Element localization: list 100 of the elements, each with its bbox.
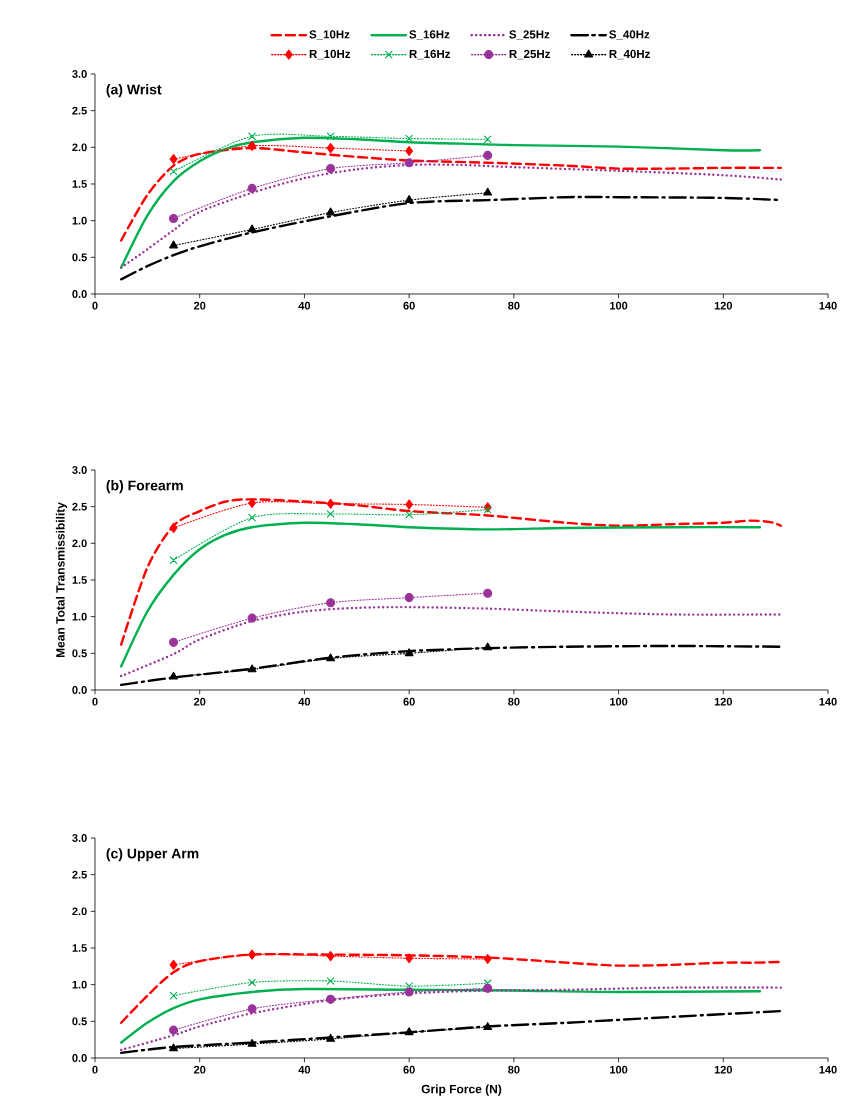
point	[405, 145, 414, 157]
point	[247, 183, 257, 193]
point	[169, 154, 178, 165]
point	[483, 588, 493, 598]
y-tick-label: 0.0	[72, 290, 87, 298]
y-tick-label: 2.5	[72, 502, 87, 511]
line-series	[119, 987, 762, 1044]
point	[483, 983, 493, 993]
x-tick-label: 80	[508, 697, 520, 706]
y-tick-label: 0.5	[72, 253, 87, 262]
x-tick-label: 140	[819, 1065, 837, 1074]
x-tick-label: 20	[193, 1065, 206, 1074]
x-tick-label: 0	[92, 301, 98, 310]
line-series	[119, 497, 783, 646]
point	[326, 143, 335, 154]
point	[405, 511, 413, 519]
x-tick-label: 140	[819, 301, 837, 310]
point	[169, 240, 178, 249]
y-tick-label: 2.5	[72, 870, 87, 879]
y-tick-label: 3.0	[72, 70, 87, 78]
legend-label: R_10Hz	[309, 49, 351, 60]
legend-label: S_16Hz	[409, 30, 450, 40]
y-tick-label: 0.0	[72, 1054, 87, 1062]
line-series	[119, 136, 762, 269]
point	[483, 953, 492, 965]
y-tick-label: 2.0	[72, 539, 87, 548]
point	[168, 1025, 179, 1035]
y-tick-label: 1.5	[72, 944, 87, 952]
text: (b) Forearm	[106, 480, 183, 494]
point	[247, 1004, 257, 1014]
point	[168, 637, 179, 647]
point	[405, 134, 413, 143]
y-tick-label: 1.5	[72, 576, 87, 584]
x-tick-label: 80	[508, 1065, 520, 1074]
x-tick-label: 100	[610, 1065, 628, 1074]
point	[247, 1039, 257, 1047]
point	[326, 1033, 336, 1042]
point	[326, 653, 336, 662]
y-tick-label: 1.0	[72, 612, 87, 621]
x-tick-label: 100	[610, 301, 628, 310]
point	[169, 556, 178, 564]
point	[169, 959, 178, 970]
point	[326, 951, 335, 962]
point	[404, 158, 414, 168]
x-tick-label: 20	[193, 697, 206, 706]
x-tick-label: 40	[298, 697, 311, 706]
point	[169, 522, 178, 533]
x-tick-label: 140	[819, 697, 837, 706]
point	[247, 664, 257, 673]
y-tick-label: 3.0	[72, 834, 87, 842]
point	[405, 953, 414, 964]
point	[169, 991, 178, 1000]
x-tick-label: 100	[610, 697, 628, 706]
point	[404, 987, 414, 997]
y-tick-label: 1.5	[72, 180, 87, 188]
point	[248, 132, 256, 141]
point	[169, 1043, 178, 1052]
y-tick-label: 1.0	[72, 980, 87, 989]
point	[326, 598, 336, 608]
point	[483, 1022, 493, 1030]
x-tick-label: 0	[92, 697, 98, 706]
point	[248, 140, 256, 151]
legend-label: R_25Hz	[509, 49, 551, 60]
x-tick-label: 120	[714, 1065, 733, 1074]
x-tick-label: 60	[403, 697, 415, 706]
point	[483, 135, 492, 143]
point	[326, 977, 335, 985]
point	[483, 642, 493, 651]
line-series	[119, 1009, 783, 1055]
x-tick-label: 120	[714, 301, 733, 310]
x-tick-label: 120	[714, 697, 733, 706]
y-tick-label: 2.5	[72, 106, 87, 115]
point	[247, 613, 257, 623]
x-tick-label: 40	[298, 1065, 311, 1074]
y-tick-label: 0.0	[72, 686, 87, 694]
x-tick-label: 20	[193, 301, 206, 310]
legend-label: R_40Hz	[609, 49, 650, 60]
legend-label: R_16Hz	[409, 49, 451, 60]
x-tick-label: 60	[403, 1065, 415, 1074]
legend-label: S_10Hz	[309, 30, 350, 40]
x-tick-label: 40	[298, 301, 311, 310]
point	[248, 513, 256, 522]
x-tick-label: 60	[403, 301, 415, 310]
point	[326, 164, 336, 174]
point	[326, 132, 335, 141]
line-series	[119, 521, 762, 668]
point	[326, 510, 335, 518]
y-tick-label: 0.5	[72, 1017, 87, 1026]
point	[404, 648, 414, 657]
point	[326, 207, 336, 216]
text: (c) Upper Arm	[106, 848, 199, 862]
point	[168, 213, 179, 224]
point	[404, 195, 414, 203]
point	[404, 593, 414, 603]
x-tick-label: 80	[508, 301, 520, 310]
y-axis-title: Mean Total Transmissibility	[55, 502, 68, 658]
point	[405, 499, 414, 510]
y-tick-label: 0.5	[72, 649, 87, 658]
point	[326, 498, 335, 509]
point	[247, 224, 257, 233]
